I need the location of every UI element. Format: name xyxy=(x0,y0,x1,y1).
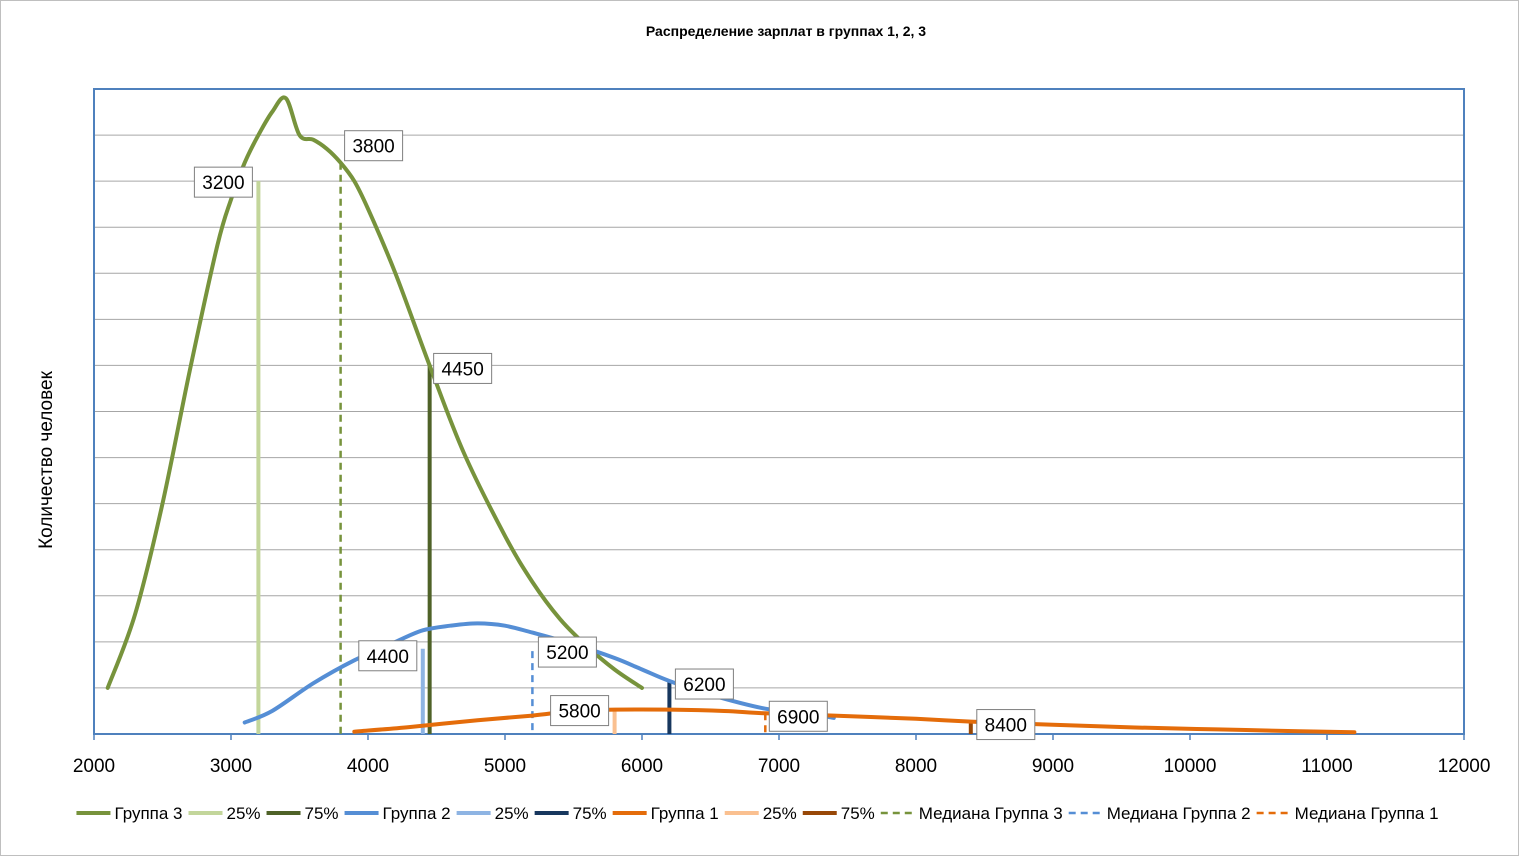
legend-entry-75pct: 75% xyxy=(534,804,607,823)
legend-entry-mediana-gruppa-1: Медиана Группа 1 xyxy=(1256,804,1439,823)
legend-label: 25% xyxy=(227,804,261,823)
marker-label-box xyxy=(537,636,597,668)
marker-label-text: 6900 xyxy=(777,707,819,728)
x-tick-label: 3000 xyxy=(210,756,252,777)
legend-label: Медиана Группа 3 xyxy=(919,804,1063,823)
legend-label: Группа 2 xyxy=(383,804,451,823)
x-tick-label: 6000 xyxy=(621,756,663,777)
legend-entry-gruppa-1: Группа 1 xyxy=(612,804,719,823)
gridlines xyxy=(94,134,1464,689)
x-tick-label: 10000 xyxy=(1164,756,1217,777)
marker-label-gruppa-1-25pct: 5800 xyxy=(550,695,610,727)
series-line-gruppa-3 xyxy=(105,95,644,690)
legend: Группа 3 25% 75% Группа 2 25% 75% Группа 1 25% 7… xyxy=(76,804,1439,823)
x-tick-label: 12000 xyxy=(1438,756,1491,777)
x-axis: 2000 3000 4000 5000 6000 7000 8000 9000 10000 110… xyxy=(73,734,1491,777)
marker-label-box xyxy=(768,700,828,732)
marker-label-text: 4400 xyxy=(367,647,409,668)
x-tick-label: 4000 xyxy=(347,756,389,777)
legend-label: 25% xyxy=(763,804,797,823)
marker-label-gruppa-1-mediana-gruppa-1: 6900 xyxy=(768,700,828,732)
marker-label-box xyxy=(193,166,253,198)
legend-entry-75pct: 75% xyxy=(266,804,339,823)
x-tick-label: 5000 xyxy=(484,756,526,777)
marker-label-box xyxy=(344,130,404,162)
legend-label: 75% xyxy=(841,804,875,823)
marker-label-gruppa-3-mediana-gruppa-3: 3800 xyxy=(344,130,404,162)
x-tick-label: 11000 xyxy=(1301,756,1352,777)
marker-label-gruppa-3-25pct: 3200 xyxy=(193,166,253,198)
marker-label-box xyxy=(550,695,610,727)
legend-entry-mediana-gruppa-2: Медиана Группа 2 xyxy=(1068,804,1251,823)
legend-label: 25% xyxy=(495,804,529,823)
marker-label-gruppa-3-75pct: 4450 xyxy=(433,352,493,384)
marker-label-text: 6200 xyxy=(683,675,725,696)
marker-label-box xyxy=(433,352,493,384)
marker-label-box xyxy=(674,668,734,700)
marker-label-text: 8400 xyxy=(985,716,1027,737)
chart-title: Распределение зарплат в группах 1, 2, 3 xyxy=(646,23,926,39)
legend-entry-75pct: 75% xyxy=(802,804,875,823)
marker-label-gruppa-2-mediana-gruppa-2: 5200 xyxy=(537,636,597,668)
legend-label: 75% xyxy=(573,804,607,823)
legend-label: 75% xyxy=(305,804,339,823)
marker-label-text: 3200 xyxy=(202,173,244,194)
marker-labels: 3200 3800 4450 4400 5200 6200 5800 6900 8400 xyxy=(193,130,1036,741)
x-tick-label: 7000 xyxy=(758,756,800,777)
x-tick-label: 8000 xyxy=(895,756,937,777)
marker-label-gruppa-2-25pct: 4400 xyxy=(358,640,418,672)
legend-label: Медиана Группа 1 xyxy=(1295,804,1439,823)
legend-label: Медиана Группа 2 xyxy=(1107,804,1251,823)
quartile-markers xyxy=(256,162,973,734)
x-tick-label: 2000 xyxy=(73,756,115,777)
marker-label-box xyxy=(976,709,1036,741)
legend-label: Группа 3 xyxy=(114,804,182,823)
legend-entry-gruppa-2: Группа 2 xyxy=(344,804,451,823)
marker-label-gruppa-2-75pct: 6200 xyxy=(674,668,734,700)
marker-label-text: 3800 xyxy=(352,137,394,158)
y-axis-label: Количество человек xyxy=(36,370,57,548)
marker-label-box xyxy=(358,640,418,672)
legend-entry-gruppa-3: Группа 3 xyxy=(76,804,183,823)
legend-entry-25pct: 25% xyxy=(724,804,797,823)
legend-entry-25pct: 25% xyxy=(188,804,261,823)
marker-label-text: 4450 xyxy=(442,359,484,380)
marker-label-gruppa-1-75pct: 8400 xyxy=(976,709,1036,741)
marker-label-text: 5200 xyxy=(546,643,588,664)
legend-label: Группа 1 xyxy=(651,804,719,823)
x-tick-label: 9000 xyxy=(1032,756,1074,777)
marker-label-text: 5800 xyxy=(558,702,600,723)
legend-entry-25pct: 25% xyxy=(456,804,529,823)
legend-entry-mediana-gruppa-3: Медиана Группа 3 xyxy=(880,804,1063,823)
